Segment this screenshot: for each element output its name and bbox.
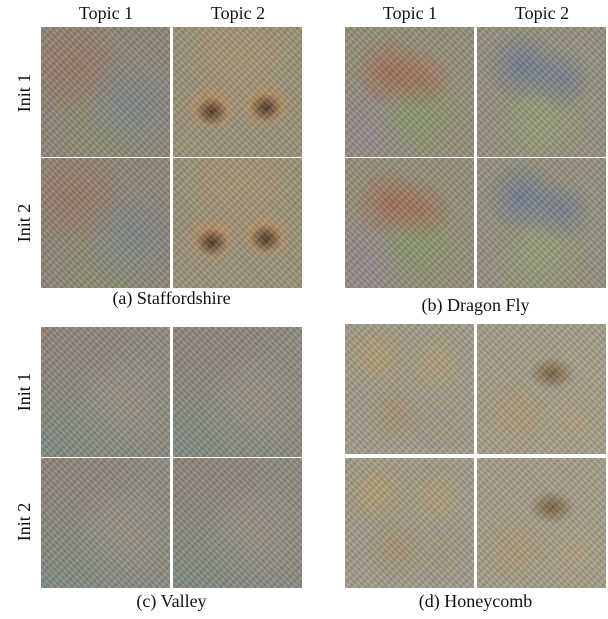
image-valley-init2-topic1 xyxy=(41,458,170,588)
image-staffordshire-init1-topic2 xyxy=(173,27,302,157)
image-dragonfly-init2-topic1 xyxy=(345,158,474,288)
image-dragonfly-init2-topic2 xyxy=(477,158,606,288)
image-valley-init1-topic2 xyxy=(173,327,302,457)
image-staffordshire-init2-topic1 xyxy=(41,158,170,288)
image-staffordshire-init2-topic2 xyxy=(173,158,302,288)
image-honeycomb-init1-topic2 xyxy=(477,324,606,454)
col-label-topic-1: Topic 1 xyxy=(78,3,134,23)
caption-honeycomb: (d) Honeycomb xyxy=(418,591,533,611)
caption-dragonfly: (b) Dragon Fly xyxy=(421,295,530,315)
row-label-init-2: Init 2 xyxy=(14,502,34,542)
caption-staffordshire: (a) Staffordshire xyxy=(112,288,231,308)
row-label-init-1: Init 1 xyxy=(14,73,34,113)
image-honeycomb-init2-topic2 xyxy=(477,458,606,588)
image-honeycomb-init1-topic1 xyxy=(345,324,474,454)
col-label-topic-2: Topic 2 xyxy=(210,3,266,23)
col-label-topic-2: Topic 2 xyxy=(514,3,570,23)
image-honeycomb-init2-topic1 xyxy=(345,458,474,588)
image-staffordshire-init1-topic1 xyxy=(41,27,170,157)
image-dragonfly-init1-topic2 xyxy=(477,27,606,157)
row-label-init-2: Init 2 xyxy=(14,203,34,243)
col-label-topic-1: Topic 1 xyxy=(382,3,438,23)
row-label-init-1: Init 1 xyxy=(14,372,34,412)
image-valley-init2-topic2 xyxy=(173,458,302,588)
image-dragonfly-init1-topic1 xyxy=(345,27,474,157)
image-valley-init1-topic1 xyxy=(41,327,170,457)
caption-valley: (c) Valley xyxy=(136,591,207,611)
